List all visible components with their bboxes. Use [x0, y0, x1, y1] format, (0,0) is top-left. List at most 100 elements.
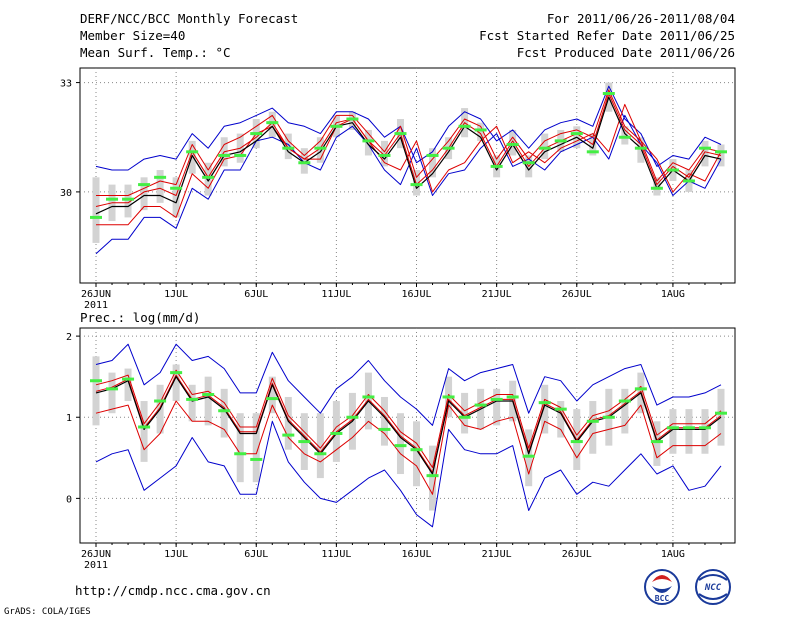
y-tick-label: 1 [66, 413, 72, 424]
temperature-panel: 26JUN 1JUL 6JUL 11JUL 16JUL 21JUL 26JUL 1AUG 201… [60, 67, 736, 311]
x-tick-label: 1JUL [164, 549, 188, 560]
observed-marker [282, 433, 295, 437]
observed-marker [602, 415, 615, 419]
x-tick-label: 1JUL [164, 289, 188, 300]
x-year-label: 2011 [84, 560, 108, 571]
observed-marker [650, 440, 663, 444]
ensemble-box [525, 429, 533, 487]
ensemble-box [637, 137, 645, 163]
observed-marker [202, 175, 215, 179]
observed-marker [410, 448, 423, 452]
observed-marker [362, 395, 375, 399]
grads-credit-label: GrADS: COLA/IGES [4, 607, 91, 617]
ensemble-box [541, 384, 549, 434]
observed-marker [442, 146, 455, 150]
y-tick-label: 33 [60, 79, 72, 90]
observed-marker [90, 215, 102, 219]
observed-marker [458, 124, 471, 128]
y-tick-label: 30 [60, 188, 72, 199]
temperature-variable-label: Mean Surf. Temp.: °C [80, 45, 231, 60]
ensemble-box [653, 177, 661, 196]
x-tick-label: 26JUN [81, 289, 111, 300]
ensemble-box [701, 409, 709, 454]
x-year-label: 2011 [84, 300, 108, 311]
source-url-link[interactable]: http://cmdp.ncc.cma.gov.cn [75, 583, 271, 598]
ensemble-box [621, 126, 629, 145]
observed-marker [266, 121, 279, 125]
bcc-logo-text: BCC [655, 594, 670, 603]
ensemble-box [413, 170, 421, 196]
x-tick-label: 16JUL [401, 289, 431, 300]
observed-marker [538, 401, 551, 405]
ensemble-box [172, 364, 180, 402]
observed-marker [218, 153, 231, 157]
series-line-min [95, 343, 722, 426]
chart-title: DERF/NCC/BCC Monthly Forecast [80, 11, 298, 26]
member-size-label: Member Size=40 [80, 28, 185, 43]
observed-marker [138, 425, 151, 429]
observed-marker [394, 444, 407, 448]
ensemble-box [429, 445, 437, 511]
ensemble-box [669, 409, 677, 454]
ensemble-box [380, 396, 388, 446]
ensemble-box [413, 421, 421, 487]
observed-marker [250, 457, 263, 461]
ensemble-box [685, 409, 693, 454]
ensemble-box [380, 140, 388, 167]
series-line-lower-percentile [95, 400, 722, 495]
plot-frame [79, 67, 736, 284]
ensemble-box [621, 388, 629, 434]
observed-marker [266, 397, 279, 401]
observed-marker [362, 139, 375, 143]
observed-marker [314, 146, 327, 150]
observed-marker [538, 146, 551, 150]
x-tick-label: 21JUL [482, 289, 512, 300]
forecast-produced-label: Fcst Produced Date 2011/06/26 [517, 45, 735, 60]
ensemble-box [268, 376, 276, 414]
x-tick-label: 21JUL [482, 549, 512, 560]
observed-marker [378, 153, 391, 157]
observed-marker [570, 132, 583, 136]
ensemble-box [316, 413, 324, 479]
observed-marker [346, 117, 359, 121]
ensemble-box [156, 170, 164, 203]
observed-marker [506, 395, 519, 399]
ensemble-box [364, 129, 372, 156]
series-line-median [95, 93, 722, 207]
observed-marker [698, 426, 711, 430]
observed-marker [650, 186, 663, 190]
observed-marker [234, 153, 247, 157]
ensemble-box [589, 401, 597, 454]
observed-marker [666, 426, 679, 430]
ensemble-box [653, 421, 661, 466]
observed-marker [282, 146, 295, 150]
observed-marker [586, 150, 599, 154]
x-tick-label: 26JUN [81, 549, 111, 560]
observed-marker [490, 164, 503, 168]
x-tick-label: 1AUG [661, 549, 685, 560]
observed-marker [378, 427, 391, 431]
ensemble-box [92, 177, 100, 243]
precipitation-panel: 26JUN 1JUL 6JUL 11JUL 16JUL 21JUL 26JUL 1AUG201… [66, 327, 736, 571]
observed-marker [170, 371, 183, 375]
ensemble-box [204, 162, 212, 196]
x-tick-label: 6JUL [244, 289, 268, 300]
observed-marker [458, 415, 471, 419]
observed-marker [506, 143, 519, 147]
forecast-start-label: Fcst Started Refer Date 2011/06/25 [479, 28, 735, 43]
observed-marker [698, 146, 711, 150]
series-line-median [95, 374, 722, 473]
series-line-lower-percentile [96, 103, 722, 226]
ensemble-box [252, 413, 260, 483]
ensemble-box [396, 413, 404, 475]
observed-marker [138, 183, 151, 187]
observed-marker [122, 197, 135, 201]
observed-marker [666, 168, 679, 172]
observed-marker [122, 377, 135, 381]
observed-marker [202, 393, 215, 397]
ensemble-box [204, 376, 212, 426]
series-line-mean [95, 96, 722, 215]
bcc-logo: BCC [644, 569, 680, 605]
ensemble-box [108, 372, 116, 414]
